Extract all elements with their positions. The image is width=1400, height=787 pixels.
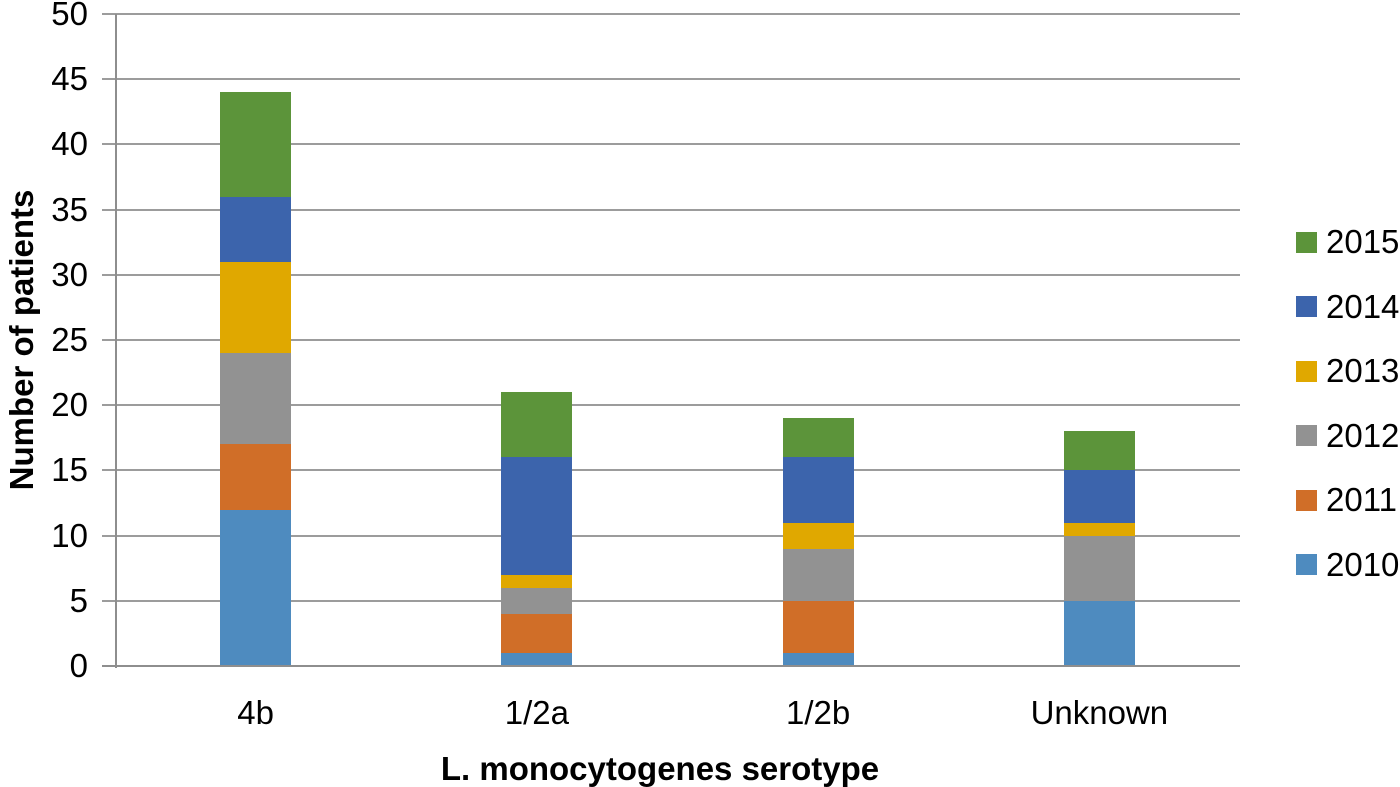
- bar-segment-2012: [782, 548, 854, 601]
- gridline: [115, 339, 1240, 341]
- gridline: [115, 404, 1240, 407]
- y-tick-mark: [102, 13, 115, 15]
- bar-segment-2013: [782, 522, 854, 549]
- legend-label: 2015: [1326, 223, 1400, 260]
- y-tick-label: 50: [51, 0, 88, 32]
- legend-swatch-2015: [1296, 231, 1317, 253]
- bar-segment-2012: [501, 587, 573, 614]
- bar-segment-2012: [220, 353, 292, 445]
- y-tick-label: 15: [51, 451, 88, 489]
- legend-label: 2012: [1326, 416, 1400, 454]
- bar-segment-2013: [220, 261, 292, 354]
- gridline: [115, 143, 1240, 146]
- bar-segment-2011: [782, 600, 854, 653]
- legend-label: 2013: [1326, 352, 1400, 389]
- y-tick-label: 45: [51, 60, 88, 98]
- bar-segment-2011: [501, 613, 573, 653]
- y-tick-mark: [102, 273, 115, 276]
- y-tick-mark: [102, 404, 115, 407]
- x-category-label: Unknown: [1030, 694, 1169, 731]
- legend-swatch-2010: [1296, 554, 1317, 575]
- y-axis-line: [115, 14, 117, 668]
- legend-label: 2014: [1326, 287, 1400, 325]
- bar-segment-2010: [1063, 600, 1135, 666]
- y-tick-mark: [102, 534, 115, 537]
- legend-label: 2011: [1326, 481, 1397, 518]
- gridline: [115, 78, 1240, 81]
- legend-item-2015: 2015: [1296, 220, 1399, 264]
- bar-segment-2013: [501, 574, 573, 588]
- bar-segment-2015: [501, 392, 573, 458]
- bar-segment-2014: [782, 457, 854, 523]
- bar-segment-2013: [1063, 522, 1135, 536]
- y-tick-label: 40: [51, 125, 88, 163]
- y-tick-mark: [102, 599, 115, 602]
- bar-segment-2015: [1063, 431, 1135, 471]
- bar-segment-2015: [220, 92, 292, 197]
- bar-segment-2010: [782, 652, 854, 666]
- legend-item-2010: 2010: [1296, 543, 1399, 587]
- bar-segment-2015: [782, 418, 854, 458]
- legend-item-2011: 2011: [1296, 478, 1397, 522]
- y-tick-mark: [102, 78, 115, 81]
- y-tick-label: 0: [69, 647, 88, 684]
- legend-item-2012: 2012: [1296, 414, 1399, 458]
- bar-segment-2011: [220, 444, 292, 510]
- legend-swatch-2011: [1296, 489, 1317, 511]
- y-tick-mark: [102, 339, 115, 341]
- gridline: [115, 534, 1240, 537]
- y-tick-label: 5: [69, 581, 88, 619]
- legend-swatch-2012: [1296, 425, 1317, 446]
- y-axis-title: Number of patients: [3, 189, 40, 491]
- legend-item-2014: 2014: [1296, 285, 1399, 329]
- y-tick-mark: [102, 143, 115, 146]
- legend-label: 2010: [1326, 545, 1400, 583]
- y-tick-label: 35: [51, 190, 88, 228]
- gridline: [115, 273, 1240, 276]
- y-tick-mark: [102, 208, 115, 211]
- bar-segment-2014: [501, 457, 573, 575]
- x-category-label: 1/2a: [504, 694, 569, 731]
- y-tick-mark: [102, 469, 115, 472]
- gridline: [115, 13, 1240, 15]
- gridline: [115, 599, 1240, 602]
- x-category-label: 4b: [237, 694, 274, 731]
- legend-swatch-2013: [1296, 360, 1317, 382]
- bar-segment-2014: [1063, 470, 1135, 523]
- gridline: [115, 208, 1240, 211]
- legend-swatch-2014: [1296, 296, 1317, 317]
- y-tick-label: 25: [51, 321, 88, 358]
- x-category-label: 1/2b: [786, 694, 851, 731]
- x-axis-title: L. monocytogenes serotype: [440, 750, 880, 787]
- bar-segment-2012: [1063, 535, 1135, 601]
- bar-segment-2010: [220, 509, 292, 666]
- bar-segment-2014: [220, 196, 292, 262]
- y-tick-label: 30: [51, 255, 88, 293]
- gridline: [115, 469, 1240, 472]
- legend-item-2013: 2013: [1296, 349, 1399, 393]
- y-tick-label: 20: [51, 386, 88, 424]
- y-tick-label: 10: [51, 516, 88, 554]
- x-axis-line: [102, 665, 1240, 667]
- bar-segment-2010: [501, 652, 573, 666]
